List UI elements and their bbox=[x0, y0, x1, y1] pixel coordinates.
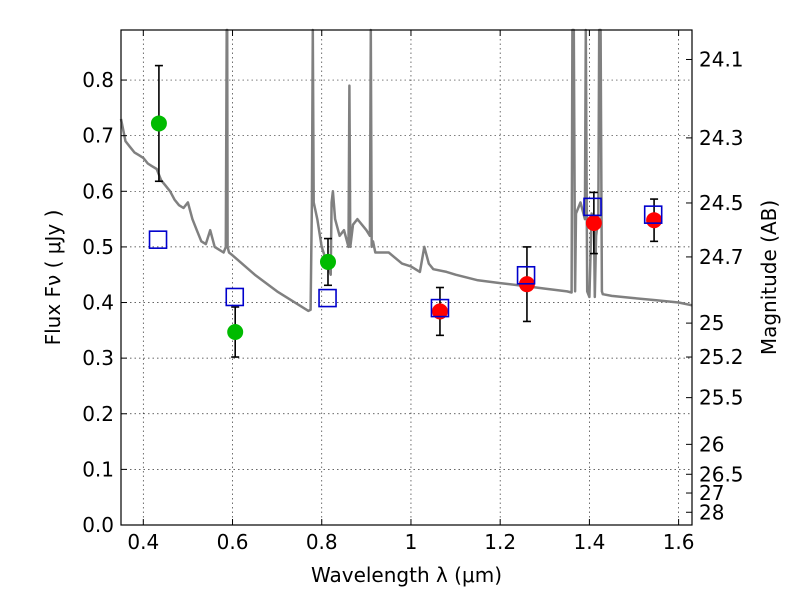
right-tick-label: 24.1 bbox=[699, 47, 744, 71]
data-point-circle bbox=[585, 214, 602, 231]
x-tick-label: 0.6 bbox=[217, 530, 249, 554]
right-tick-label: 25.2 bbox=[699, 345, 744, 369]
x-tick-label: 1.6 bbox=[663, 530, 695, 554]
y-tick-label: 0.5 bbox=[82, 235, 114, 259]
data-point-circle bbox=[319, 253, 336, 270]
right-tick-label: 26 bbox=[699, 432, 724, 456]
data-point-square bbox=[148, 230, 168, 249]
y-tick-label: 0.8 bbox=[82, 68, 114, 92]
right-axis-label: Magnitude (AB) bbox=[757, 200, 781, 355]
data-point-square bbox=[643, 205, 663, 224]
data-point-circle bbox=[431, 303, 448, 320]
plot-frame bbox=[120, 29, 693, 526]
y-tick-label: 0.2 bbox=[82, 402, 114, 426]
x-tick-label: 1.4 bbox=[573, 530, 605, 554]
x-tick-label: 1 bbox=[405, 530, 418, 554]
model-spectrum bbox=[119, 28, 693, 313]
x-tick-label: 1.2 bbox=[484, 530, 516, 554]
y-tick-label: 0.3 bbox=[82, 346, 114, 370]
right-tick-label: 24.5 bbox=[699, 191, 744, 215]
right-tick-label: 24.3 bbox=[699, 126, 744, 150]
right-tick-label: 26.5 bbox=[699, 462, 744, 486]
data-point-square bbox=[583, 197, 602, 217]
right-tick-label: 28 bbox=[699, 500, 724, 524]
spectrum-line bbox=[119, 28, 693, 313]
data-point-circle bbox=[646, 212, 663, 229]
data-markers bbox=[148, 115, 663, 341]
right-tick-label: 25 bbox=[699, 311, 724, 335]
data-point-square bbox=[430, 298, 450, 318]
data-point-circle bbox=[150, 115, 167, 132]
y-axis-label: Flux Fν ( μJy ) bbox=[41, 210, 65, 346]
right-tick-label: 27 bbox=[699, 481, 724, 505]
y-tick-label: 0.7 bbox=[82, 124, 114, 148]
y-tick-label: 0.4 bbox=[82, 291, 114, 315]
data-point-circle bbox=[227, 324, 244, 341]
data-point-square bbox=[225, 287, 245, 307]
axis-ticks: 0.4 0.6 0.8 1 1.2 1.4 1.6 0.0 0.1 0.2 0.3 0.4 0.5 0.6… bbox=[82, 30, 744, 554]
y-tick-label: 0.1 bbox=[82, 457, 114, 481]
data-point-square bbox=[516, 265, 536, 285]
x-tick-label: 0.8 bbox=[306, 530, 338, 554]
y-tick-label: 0.6 bbox=[82, 179, 114, 203]
grid bbox=[121, 30, 692, 526]
x-tick-label: 0.4 bbox=[127, 530, 159, 554]
x-axis-label: Wavelength λ (μm) bbox=[311, 563, 502, 587]
data-point-square bbox=[318, 288, 337, 308]
y-tick-label: 0.0 bbox=[82, 513, 114, 537]
right-tick-label: 25.5 bbox=[699, 386, 744, 410]
right-tick-label: 24.7 bbox=[699, 245, 744, 269]
